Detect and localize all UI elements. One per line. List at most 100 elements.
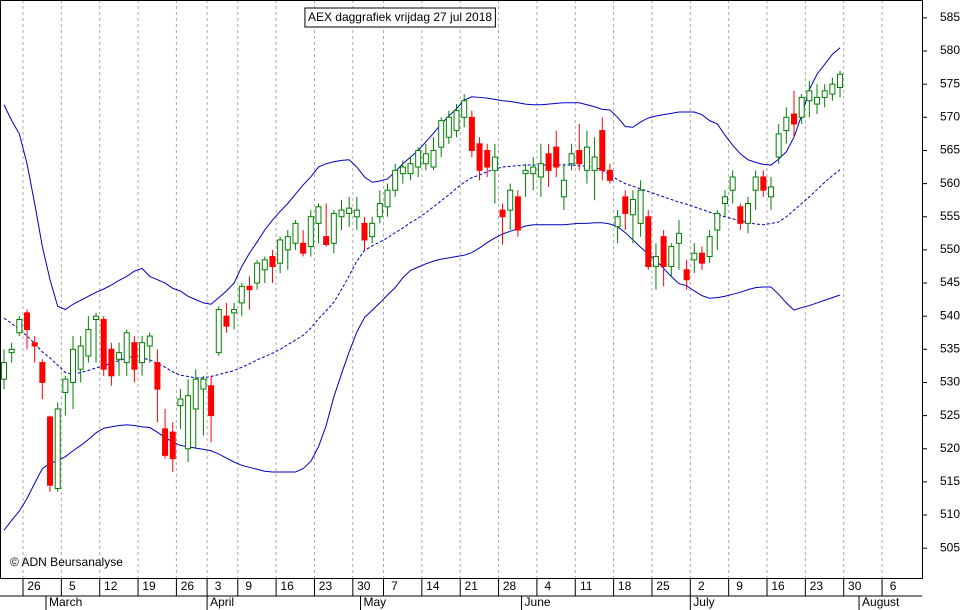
x-tick-label: 5	[69, 579, 76, 593]
x-tick-label: 3	[215, 579, 222, 593]
candle-body	[537, 163, 544, 178]
candle-body	[507, 189, 514, 211]
candle-body	[652, 256, 659, 267]
candle-body	[553, 146, 560, 168]
candle-body	[576, 149, 583, 165]
candle-body	[468, 116, 475, 151]
candle-body	[591, 156, 598, 171]
candle-body	[47, 416, 54, 486]
x-tick-label: 9	[736, 579, 743, 593]
x-tick-label: 21	[465, 579, 479, 593]
candle-body	[346, 207, 353, 214]
candle-body	[54, 408, 61, 490]
month-label: May	[363, 595, 386, 609]
candle-body	[361, 222, 368, 241]
candle-body	[415, 149, 422, 168]
candle-body	[238, 285, 245, 304]
candle-body	[108, 348, 115, 377]
candle-body	[798, 96, 805, 118]
candle-body	[729, 176, 736, 191]
candle-body	[123, 332, 130, 364]
y-tick-label: 525	[940, 408, 960, 422]
y-tick-label: 570	[940, 109, 960, 123]
x-tick-label: 9	[245, 579, 252, 593]
x-tick-label: 19	[142, 579, 156, 593]
y-tick-label: 505	[940, 540, 960, 554]
plot-frame	[0, 0, 923, 579]
candle-body	[353, 209, 360, 218]
candle-body	[154, 362, 161, 390]
month-label: June	[525, 595, 551, 609]
title-box	[304, 7, 496, 28]
candle-body	[70, 348, 77, 383]
candle-body	[560, 179, 567, 198]
month-label: March	[49, 595, 82, 609]
candle-body	[376, 202, 383, 218]
candle-body	[8, 348, 15, 354]
x-tick-label: 6	[890, 579, 897, 593]
candle-body	[246, 285, 253, 291]
band-lower	[3, 222, 841, 531]
y-tick-label: 510	[940, 507, 960, 521]
band-middle	[3, 164, 841, 379]
candle-body	[453, 110, 460, 132]
candle-body	[338, 209, 345, 218]
candle-body	[254, 262, 261, 284]
candle-body	[821, 90, 828, 98]
candle-body	[208, 385, 215, 417]
candle-body	[668, 246, 675, 267]
candle-body	[714, 212, 721, 231]
candle-body	[583, 146, 590, 171]
candle-body	[215, 309, 222, 354]
candle-body	[261, 259, 268, 271]
candle-body	[131, 342, 138, 370]
candle-body	[683, 269, 690, 281]
candle-body	[545, 153, 552, 171]
y-tick-label: 530	[940, 375, 960, 389]
candle-body	[223, 315, 230, 327]
candle-body	[622, 196, 629, 214]
candle-body	[62, 378, 69, 393]
candle-body	[606, 169, 613, 181]
candle-body	[775, 133, 782, 158]
candle-body	[392, 169, 399, 191]
x-tick-label: 28	[503, 579, 517, 593]
candle-body	[85, 328, 92, 357]
candle-body	[783, 116, 790, 132]
candle-body	[814, 96, 821, 105]
candle-body	[407, 163, 414, 175]
x-tick-label: 16	[280, 579, 294, 593]
y-tick-label: 535	[940, 341, 960, 355]
month-label: August	[862, 595, 900, 609]
candle-body	[829, 83, 836, 95]
candle-body	[430, 149, 437, 168]
x-tick-label: 18	[618, 579, 632, 593]
x-tick-label: 12	[104, 579, 118, 593]
candle-body	[1, 362, 7, 380]
candle-body	[307, 216, 314, 248]
candle-body	[629, 199, 636, 216]
y-tick-label: 520	[940, 441, 960, 455]
candle-body	[192, 378, 199, 410]
candle-body	[522, 169, 529, 175]
candle-body	[614, 216, 621, 228]
y-tick-label: 585	[940, 10, 960, 24]
candle-body	[760, 176, 767, 191]
candle-body	[422, 153, 429, 165]
x-tick-label: 30	[848, 579, 862, 593]
y-tick-label: 515	[940, 474, 960, 488]
candle-body	[16, 318, 23, 334]
candle-body	[139, 342, 146, 364]
candle-body	[100, 318, 107, 370]
y-tick-label: 575	[940, 76, 960, 90]
x-tick-label: 23	[319, 579, 333, 593]
y-tick-label: 550	[940, 242, 960, 256]
candle-body	[806, 90, 813, 102]
candle-body	[284, 236, 291, 251]
copyright: © ADN Beursanalyse	[10, 555, 123, 569]
candle-body	[660, 236, 667, 267]
chart-title: AEX daggrafiek vrijdag 27 jul 2018	[308, 10, 492, 24]
candle-body	[768, 186, 774, 198]
candle-body	[645, 216, 652, 267]
